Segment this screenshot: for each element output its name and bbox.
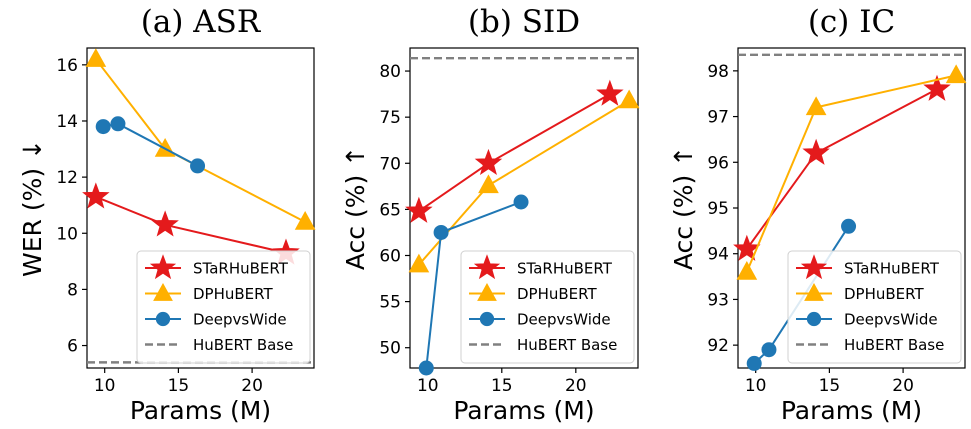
legend-label: DeepvsWide (193, 311, 287, 329)
y-tick-label: 96 (707, 153, 729, 173)
y-tick-label: 60 (379, 246, 401, 266)
y-tick-label: 10 (56, 224, 78, 244)
data-point (110, 116, 125, 131)
panel-title: (c) IC (808, 4, 895, 40)
data-point (419, 361, 434, 376)
data-point (479, 175, 498, 192)
legend-label: DPHuBERT (193, 285, 273, 303)
legend-label: STaRHuBERT (844, 260, 940, 278)
series-line (96, 59, 305, 222)
legend-label: DeepvsWide (844, 311, 938, 329)
y-tick-label: 75 (379, 108, 401, 128)
data-point (153, 212, 178, 236)
y-tick-label: 16 (56, 56, 78, 76)
y-tick-label: 14 (56, 112, 78, 132)
series-dphubert (86, 49, 314, 229)
data-point (296, 212, 315, 229)
data-point (747, 356, 762, 371)
x-tick-label: 20 (565, 376, 587, 396)
legend-label: DPHuBERT (844, 285, 924, 303)
y-axis-label: WER (%) ↓ (18, 139, 47, 277)
x-tick-label: 10 (94, 376, 116, 396)
y-axis-label: Acc (%) ↑ (341, 146, 370, 270)
data-point (947, 65, 966, 82)
data-point (96, 119, 111, 134)
legend-label: HuBERT Base (193, 336, 293, 354)
y-tick-label: 98 (707, 62, 729, 82)
series-line (419, 101, 629, 265)
x-tick-label: 15 (168, 376, 190, 396)
data-point (620, 91, 639, 108)
series-line (419, 94, 610, 211)
legend-label: HuBERT Base (517, 336, 617, 354)
legend-label: DeepvsWide (517, 311, 611, 329)
y-tick-label: 92 (707, 336, 729, 356)
series-line (747, 75, 956, 272)
legend-label: HuBERT Base (844, 336, 944, 354)
x-tick-label: 15 (819, 376, 841, 396)
y-tick-label: 95 (707, 199, 729, 219)
y-tick-label: 55 (379, 293, 401, 313)
x-axis-label: Params (M) (453, 396, 594, 425)
y-tick-label: 70 (379, 154, 401, 174)
data-point (841, 219, 856, 234)
data-point (737, 262, 756, 279)
y-tick-label: 12 (56, 168, 78, 188)
data-point (514, 195, 529, 210)
y-tick-label: 94 (707, 245, 729, 265)
legend: STaRHuBERT DPHuBERT DeepvsWide HuBERT Base (461, 251, 634, 363)
legend: STaRHuBERT DPHuBERT DeepvsWide HuBERT Base (137, 251, 310, 363)
y-tick-label: 80 (379, 62, 401, 82)
y-tick-label: 97 (707, 108, 729, 128)
legend-label: STaRHuBERT (193, 260, 289, 278)
panel-title: (b) SID (468, 4, 580, 40)
data-point (804, 140, 829, 164)
x-axis-label: Params (M) (130, 396, 271, 425)
series-line (96, 197, 286, 253)
y-tick-label: 6 (67, 337, 78, 357)
x-tick-label: 20 (892, 376, 914, 396)
data-point (86, 49, 105, 66)
data-point (761, 342, 776, 357)
y-axis-label: Acc (%) ↑ (669, 146, 698, 270)
legend-label: STaRHuBERT (517, 260, 613, 278)
x-tick-label: 10 (417, 376, 439, 396)
legend-marker (807, 312, 821, 326)
panel-2: (b) SID 10 15 20 50 55 60 65 70 75 80 Params (M) Acc… (341, 4, 639, 425)
y-tick-label: 50 (379, 339, 401, 359)
data-point (434, 225, 449, 240)
figure: (a) ASR 10 15 20 6 8 10 12 14 16 Params (M) WER (%)… (0, 0, 971, 429)
y-tick-label: 93 (707, 290, 729, 310)
data-point (190, 158, 205, 173)
series-deepvswide (96, 116, 205, 173)
legend-label: DPHuBERT (517, 285, 597, 303)
x-tick-label: 15 (491, 376, 513, 396)
legend: STaRHuBERT DPHuBERT DeepvsWide HuBERT Base (788, 251, 961, 363)
panel-title: (a) ASR (141, 4, 262, 40)
legend-marker (480, 312, 494, 326)
legend-marker (156, 312, 170, 326)
x-tick-label: 10 (745, 376, 767, 396)
series-starhubert (734, 76, 949, 260)
x-tick-label: 20 (241, 376, 263, 396)
panel-3: (c) IC 10 15 20 92 93 94 95 96 97 98 Params (M) Acc … (669, 4, 966, 425)
data-point (598, 81, 623, 105)
series-dphubert (409, 91, 638, 272)
y-tick-label: 8 (67, 280, 78, 300)
y-tick-label: 65 (379, 200, 401, 220)
panel-1: (a) ASR 10 15 20 6 8 10 12 14 16 Params (M) WER (%)… (18, 4, 315, 425)
x-axis-label: Params (M) (781, 396, 922, 425)
